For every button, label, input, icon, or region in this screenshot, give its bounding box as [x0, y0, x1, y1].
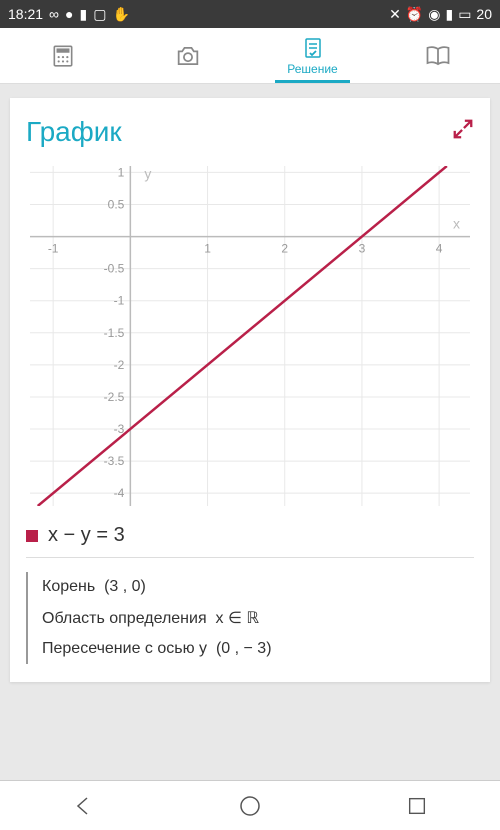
- prop-yintercept: Пересечение с осью y (0 , − 3): [42, 634, 474, 664]
- svg-text:x: x: [453, 216, 460, 232]
- camera-icon: [174, 42, 202, 70]
- status-bar: 18:21 ∞ ● ▮ ▢ ✋ ✕ ⏰ ◉ ▮ ▭ 20: [0, 0, 500, 28]
- svg-text:2: 2: [281, 242, 288, 256]
- tab-solution[interactable]: Решение: [250, 28, 375, 83]
- battery-pct: 20: [476, 6, 492, 22]
- tab-bar: Решение: [0, 28, 500, 84]
- svg-text:-4: -4: [114, 486, 125, 500]
- svg-text:-2: -2: [114, 358, 125, 372]
- svg-text:-1.5: -1.5: [104, 326, 125, 340]
- touch-icon: ✋: [112, 6, 129, 23]
- calculator-icon: [50, 43, 76, 69]
- book-icon: [424, 42, 452, 70]
- system-navbar: [0, 780, 500, 830]
- svg-text:y: y: [144, 166, 151, 181]
- tab-camera[interactable]: [125, 28, 250, 83]
- infinity-icon: ∞: [49, 6, 59, 22]
- svg-text:4: 4: [436, 242, 443, 256]
- nav-recent[interactable]: [402, 791, 432, 821]
- battery-icon: ▭: [458, 6, 471, 23]
- chat-icon: ●: [65, 6, 73, 22]
- card-title: График: [26, 116, 122, 148]
- properties-list: Корень (3 , 0) Область определения x ∈ ℝ…: [26, 572, 474, 664]
- nav-home[interactable]: [235, 791, 265, 821]
- tab-calculator[interactable]: [0, 28, 125, 83]
- equation-row: x − y = 3: [26, 514, 474, 558]
- wifi-icon: ◉: [428, 6, 440, 23]
- chart-svg: -1123410.5-0.5-1-1.5-2-2.5-3-3.5-4xy: [26, 166, 474, 506]
- svg-text:-0.5: -0.5: [104, 262, 125, 276]
- svg-text:-3.5: -3.5: [104, 454, 125, 468]
- status-time: 18:21: [8, 6, 43, 22]
- expand-button[interactable]: [452, 118, 474, 146]
- warn-icon: ▮: [80, 6, 88, 23]
- nav-back[interactable]: [68, 791, 98, 821]
- alarm-icon: ⏰: [406, 6, 423, 23]
- chart-area[interactable]: -1123410.5-0.5-1-1.5-2-2.5-3-3.5-4xy: [26, 166, 474, 506]
- recent-icon: [406, 795, 428, 817]
- solution-icon: [301, 36, 325, 60]
- mute-icon: ✕: [389, 6, 401, 23]
- equation-text: x − y = 3: [48, 524, 125, 547]
- svg-text:-1: -1: [48, 242, 59, 256]
- prop-domain: Область определения x ∈ ℝ: [42, 602, 474, 634]
- svg-text:1: 1: [118, 166, 125, 179]
- svg-text:1: 1: [204, 242, 211, 256]
- tab-book[interactable]: [375, 28, 500, 83]
- image-icon: ▢: [93, 6, 106, 23]
- graph-card: График -1123410.5-0.5-1-1.5-2-2.5-3-3.5-…: [10, 98, 490, 682]
- prop-root: Корень (3 , 0): [42, 572, 474, 602]
- back-icon: [71, 794, 95, 818]
- tab-solution-label: Решение: [287, 62, 337, 76]
- home-icon: [238, 794, 262, 818]
- svg-text:0.5: 0.5: [108, 197, 125, 211]
- signal-icon: ▮: [445, 6, 453, 23]
- svg-text:3: 3: [359, 242, 366, 256]
- svg-text:-1: -1: [114, 294, 125, 308]
- svg-text:-2.5: -2.5: [104, 390, 125, 404]
- expand-icon: [452, 118, 474, 140]
- content-area: График -1123410.5-0.5-1-1.5-2-2.5-3-3.5-…: [0, 84, 500, 780]
- series-marker: [26, 530, 38, 542]
